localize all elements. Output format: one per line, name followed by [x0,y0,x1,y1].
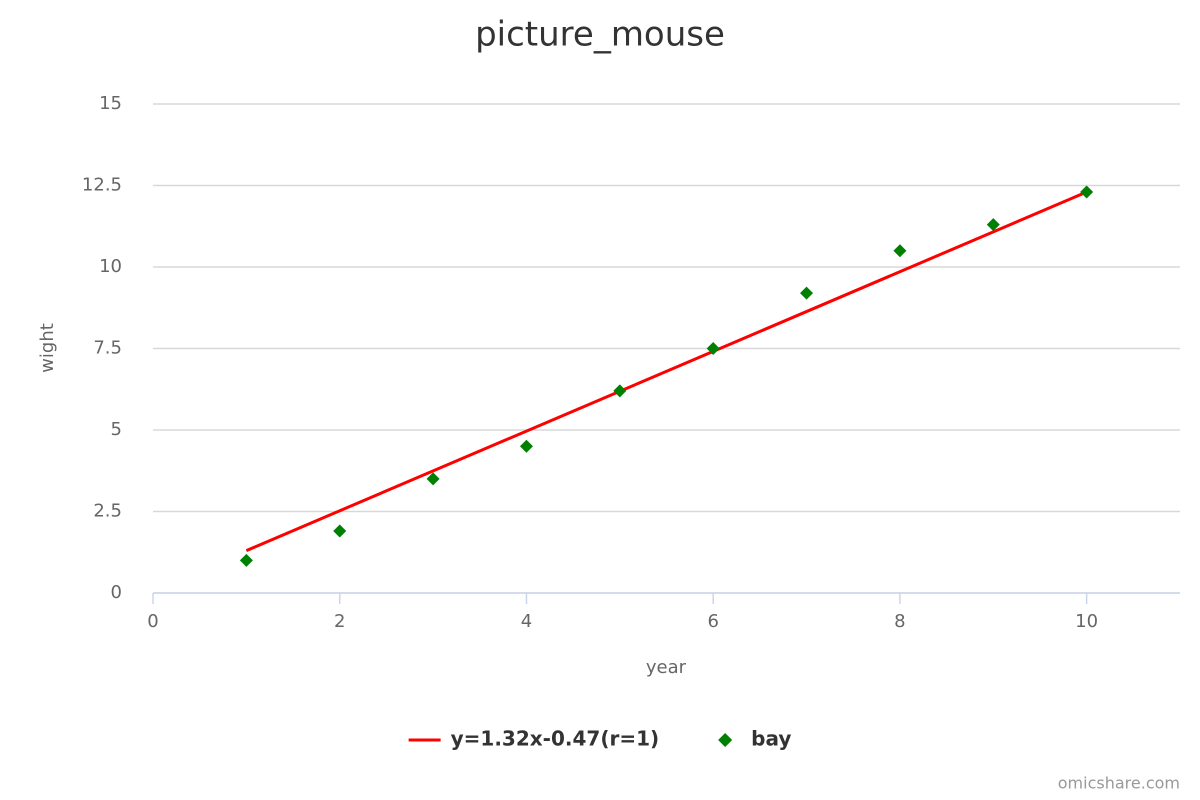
scatter-point [1080,185,1094,199]
scatter-point [893,244,907,258]
legend-label: y=1.32x-0.47(r=1) [451,727,660,751]
scatter-point [239,553,253,567]
scatter-point [333,524,347,538]
x-tick-label: 4 [521,611,532,632]
x-tick-label: 6 [707,611,718,632]
scatter-point [800,286,814,300]
x-tick-label: 10 [1075,611,1098,632]
scatter-point [613,384,627,398]
y-tick-label: 15 [99,93,122,114]
y-tick-label: 0 [111,582,122,603]
x-axis-label: year [646,657,687,678]
chart-title: picture_mouse [475,15,725,55]
x-tick-label: 2 [334,611,345,632]
legend: y=1.32x-0.47(r=1) bay [408,727,791,751]
scatter-point [986,218,1000,232]
x-tick-label: 8 [894,611,905,632]
y-tick-label: 7.5 [93,338,122,359]
y-axis-label: wight [37,323,58,373]
legend-symbol [718,733,733,747]
y-tick-label: 12.5 [82,175,122,196]
scatter-point [426,472,440,486]
scatter-point [519,439,533,453]
y-tick-label: 10 [99,256,122,277]
credit: omicshare.com [1058,774,1180,793]
y-tick-label: 2.5 [93,501,122,522]
x-tick-label: 0 [147,611,158,632]
scatter-point [706,342,720,355]
regression-line [245,190,1088,552]
legend-label: bay [751,727,791,751]
y-tick-label: 5 [111,419,122,440]
